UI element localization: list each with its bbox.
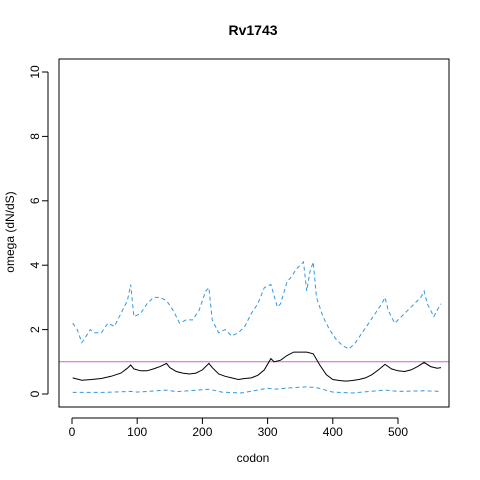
axes: 0 100 200 300 400 500 0 2 4 6 8 10 [28, 65, 408, 439]
x-tick-label: 500 [388, 425, 408, 439]
x-axis-label: codon [237, 451, 270, 465]
series-line-1 [72, 351, 442, 382]
series-line-2 [72, 386, 442, 394]
y-tick-label: 4 [28, 262, 42, 269]
plot-area [59, 260, 449, 394]
y-tick-label: 6 [28, 197, 42, 204]
series-line-0 [72, 260, 442, 350]
x-tick-label: 300 [258, 425, 278, 439]
x-tick-label: 200 [192, 425, 212, 439]
plot-frame [58, 58, 450, 408]
x-tick-label: 0 [69, 425, 76, 439]
chart-title: Rv1743 [228, 22, 277, 38]
y-axis-label: omega (dN/dS) [3, 191, 17, 272]
y-tick-label: 2 [28, 326, 42, 333]
y-tick-label: 10 [28, 65, 42, 79]
y-tick-label: 8 [28, 133, 42, 140]
x-tick-label: 100 [127, 425, 147, 439]
x-tick-label: 400 [323, 425, 343, 439]
y-tick-label: 0 [28, 390, 42, 397]
